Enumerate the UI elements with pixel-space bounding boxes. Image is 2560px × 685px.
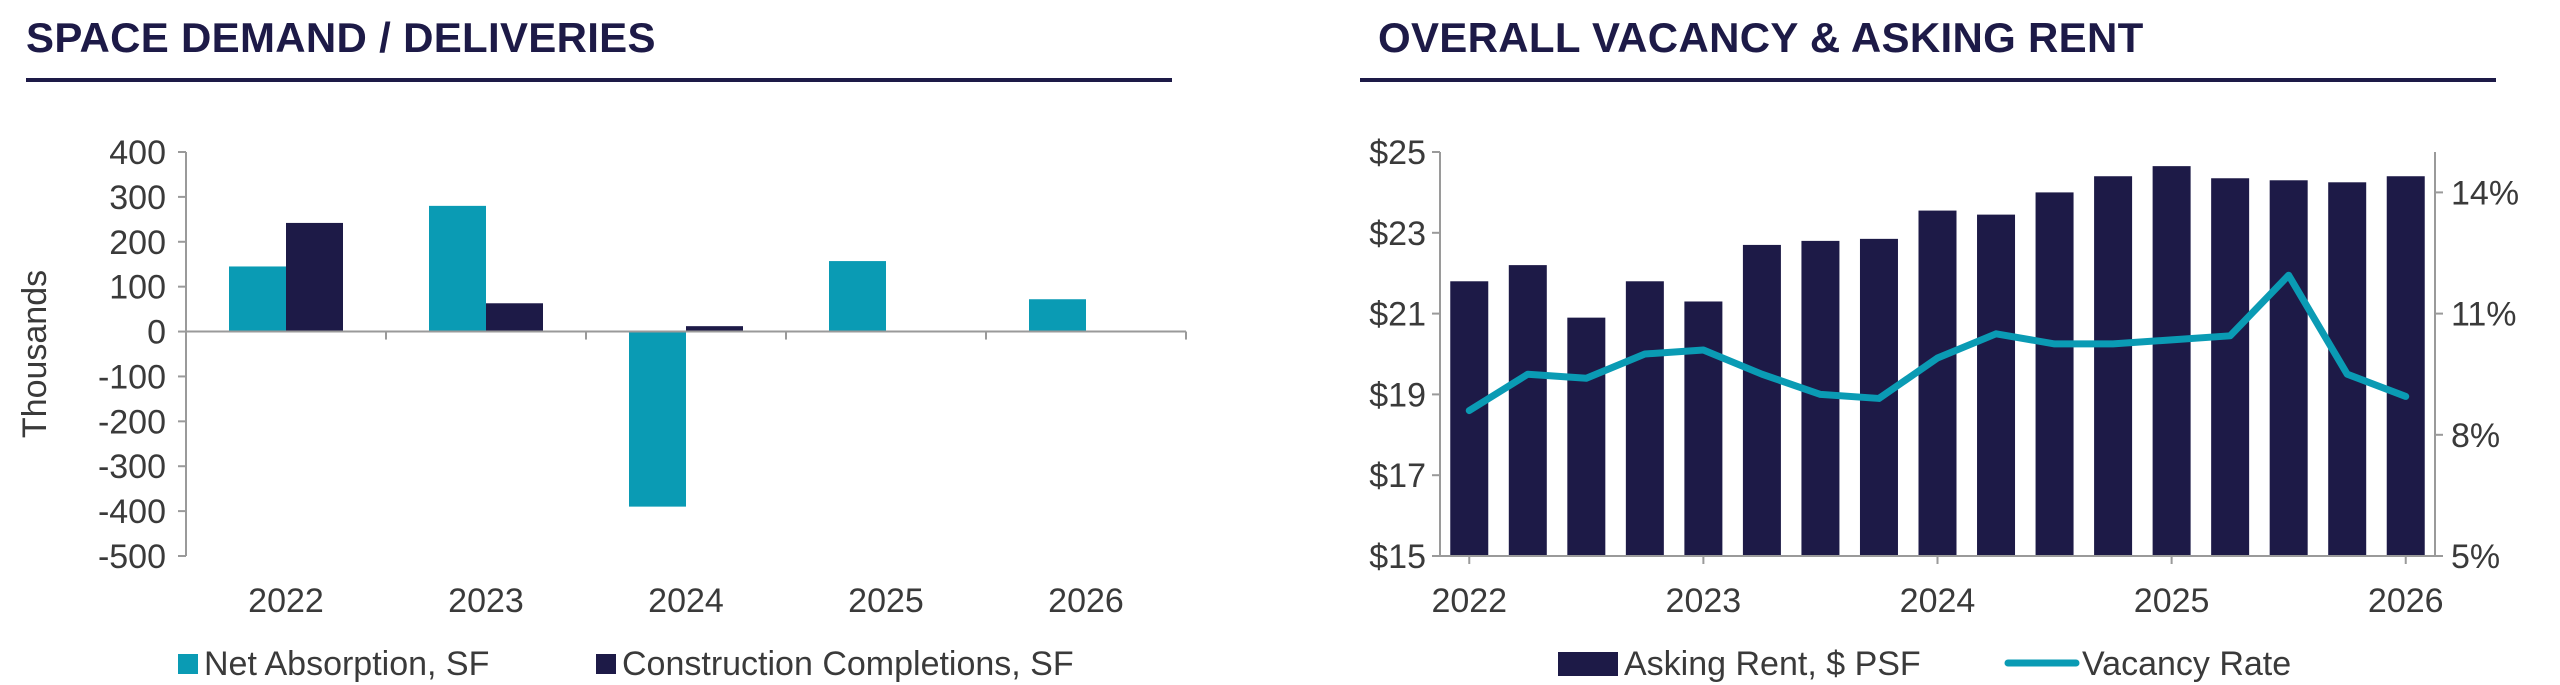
left-tick-label: $25 [1369, 134, 1426, 172]
asking-rent-bar [2269, 180, 2308, 556]
asking-rent-bar [2386, 176, 2425, 557]
vacancy-rate-point [1761, 373, 1763, 375]
y-tick-label: -500 [98, 538, 166, 576]
net-absorption-bar [229, 266, 286, 332]
vacancy-rate-point [1585, 377, 1587, 379]
y-tick-label: -400 [98, 493, 166, 531]
asking-rent-bar [1918, 210, 1957, 556]
x-tick-label: 2025 [848, 582, 924, 620]
x-tick-label: 2022 [1431, 582, 1507, 620]
legend-label: Construction Completions, SF [622, 645, 1074, 683]
construction-completions-bar [486, 303, 543, 332]
vacancy-rate-point [1702, 349, 1704, 351]
space-demand-panel: SPACE DEMAND / DELIVERIES 400 300 200 100 0 -… [0, 0, 1240, 685]
space-demand-chart: 400 300 200 100 0 -100 -200 -300 -400 -500 Thousan… [16, 134, 1187, 683]
left-tick-label: $17 [1369, 457, 1426, 495]
right-tick-label: 5% [2451, 538, 2500, 576]
x-tick-label: 2023 [1666, 582, 1742, 620]
vacancy-rate-point [1468, 410, 1470, 412]
vacancy-rent-panel: OVERALL VACANCY & ASKING RENT $25 $23 $21 $… [1340, 0, 2560, 685]
y-tick-label: 100 [109, 269, 166, 307]
left-tick-label: $21 [1369, 296, 1426, 334]
x-tick-label: 2024 [1900, 582, 1976, 620]
y-tick-label: -100 [98, 358, 166, 396]
right-tick-label: 11% [2451, 296, 2517, 334]
construction-completions-bar [686, 326, 743, 332]
vacancy-rate-point [2229, 335, 2231, 337]
vacancy-rent-title: OVERALL VACANCY & ASKING RENT [1378, 14, 2144, 61]
asking-rent-bar [2211, 178, 2250, 556]
y-tick-label: 200 [109, 224, 166, 262]
x-tick-label: 2026 [2368, 582, 2444, 620]
x-tick-label: 2023 [448, 582, 524, 620]
x-tick-label: 2022 [248, 582, 324, 620]
asking-rent-bar [1625, 281, 1664, 556]
space-demand-title: SPACE DEMAND / DELIVERIES [26, 14, 656, 61]
legend-label: Net Absorption, SF [204, 645, 489, 683]
asking-rent-bar [2094, 176, 2133, 557]
y-tick-label: 300 [109, 179, 166, 217]
vacancy-rate-point [2171, 339, 2173, 341]
vacancy-rate-point [1878, 397, 1880, 399]
x-tick-label: 2026 [1048, 582, 1124, 620]
left-tick-label: $23 [1369, 215, 1426, 253]
vacancy-rate-point [1995, 333, 1997, 335]
vacancy-rate-point [2405, 395, 2407, 397]
net-absorption-bar [829, 261, 886, 332]
vacancy-rate-point [2112, 343, 2114, 345]
right-tick-label: 8% [2451, 417, 2500, 455]
y-tick-label: -200 [98, 403, 166, 441]
vacancy-rate-point [2054, 343, 2056, 345]
right-tick-label: 14% [2451, 174, 2519, 212]
x-tick-label: 2025 [2134, 582, 2210, 620]
asking-rent-bar [1977, 214, 2016, 556]
asking-rent-bar [1742, 244, 1781, 557]
legend-swatch [178, 654, 198, 674]
y-tick-label: -300 [98, 448, 166, 486]
net-absorption-bar [429, 205, 486, 332]
left-tick-label: $19 [1369, 376, 1426, 414]
vacancy-rate-point [1819, 393, 1821, 395]
x-tick-label: 2024 [648, 582, 724, 620]
legend-label-vacancy-rate: Vacancy Rate [2082, 645, 2291, 683]
asking-rent-bar [1508, 265, 1547, 556]
vacancy-rate-point [1937, 357, 1938, 359]
legend-swatch [596, 654, 616, 674]
net-absorption-bar [629, 331, 686, 507]
asking-rent-bar [1450, 281, 1489, 556]
vacancy-rent-chart: $25 $23 $21 $19 $17 $15 14% 11% 8% 5% 2022 2023 2024… [1369, 134, 2519, 683]
asking-rent-bar [2152, 166, 2191, 556]
legend-label-asking-rent: Asking Rent, $ PSF [1624, 645, 1921, 683]
construction-completions-bar [286, 222, 343, 332]
y-tick-label: 0 [147, 314, 166, 352]
vacancy-rate-point [2346, 373, 2348, 375]
vacancy-rate-point [1527, 373, 1529, 375]
y-axis-title: Thousands [16, 270, 54, 438]
asking-rent-bar [2035, 192, 2074, 556]
net-absorption-bar [1029, 299, 1086, 332]
vacancy-rate-point [2288, 274, 2290, 276]
space-demand-title-rule [26, 78, 1172, 82]
asking-rent-bar [1684, 301, 1723, 556]
legend-swatch-asking-rent [1558, 652, 1618, 676]
vacancy-rent-title-rule [1360, 78, 2496, 82]
vacancy-rate-point [1644, 353, 1646, 355]
left-tick-label: $15 [1369, 538, 1426, 576]
y-tick-label: 400 [109, 134, 166, 172]
asking-rent-bar [1567, 317, 1606, 556]
